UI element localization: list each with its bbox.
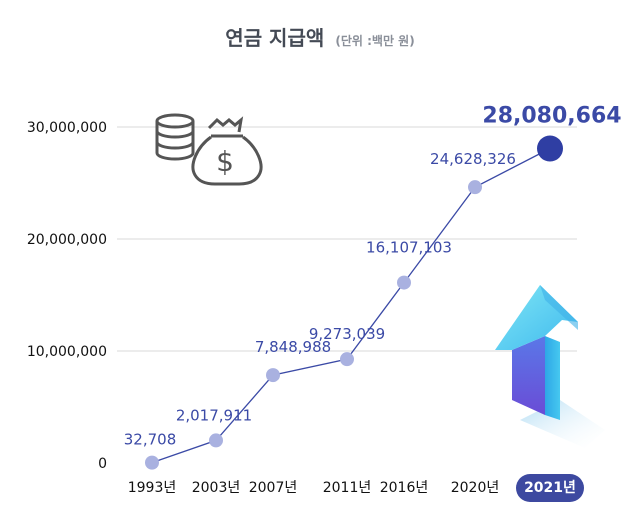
data-label: 7,848,988 — [255, 338, 331, 356]
data-point — [266, 368, 280, 383]
data-label: 2,017,911 — [176, 406, 252, 424]
x-tick-label: 2021년 — [524, 480, 576, 496]
chart-title: 연금 지급액 — [225, 26, 325, 50]
chart-title-block: 연금 지급액 (단위 :백만 원) — [0, 22, 640, 51]
svg-text:$: $ — [216, 145, 234, 178]
data-point — [397, 275, 411, 290]
data-label: 28,080,664 — [482, 103, 621, 128]
highlight-data-point — [537, 135, 563, 162]
coins-icon — [155, 113, 195, 161]
data-point — [209, 433, 223, 448]
y-tick-label: 0 — [98, 456, 107, 472]
y-tick-label: 20,000,000 — [27, 232, 107, 248]
chart-subtitle: (단위 :백만 원) — [335, 34, 415, 48]
data-point — [340, 352, 354, 367]
highlight-year-pill — [516, 474, 584, 502]
data-point — [145, 455, 159, 470]
y-tick-label: 30,000,000 — [27, 120, 107, 136]
x-tick-label: 2011년 — [323, 480, 372, 496]
y-tick-label: 10,000,000 — [27, 344, 107, 360]
x-tick-label: 2007년 — [249, 480, 298, 496]
data-label: 24,628,326 — [430, 150, 516, 168]
x-tick-label: 2020년 — [451, 480, 500, 496]
up-arrow-icon — [495, 285, 605, 448]
data-point — [468, 180, 482, 195]
data-label: 16,107,103 — [366, 239, 452, 257]
data-label: 9,273,039 — [309, 325, 385, 343]
x-tick-label: 2016년 — [380, 480, 429, 496]
x-tick-label: 2003년 — [192, 480, 241, 496]
money-bag-icon: $ — [191, 116, 263, 186]
data-label: 32,708 — [124, 431, 177, 449]
x-tick-label: 1993년 — [128, 480, 177, 496]
